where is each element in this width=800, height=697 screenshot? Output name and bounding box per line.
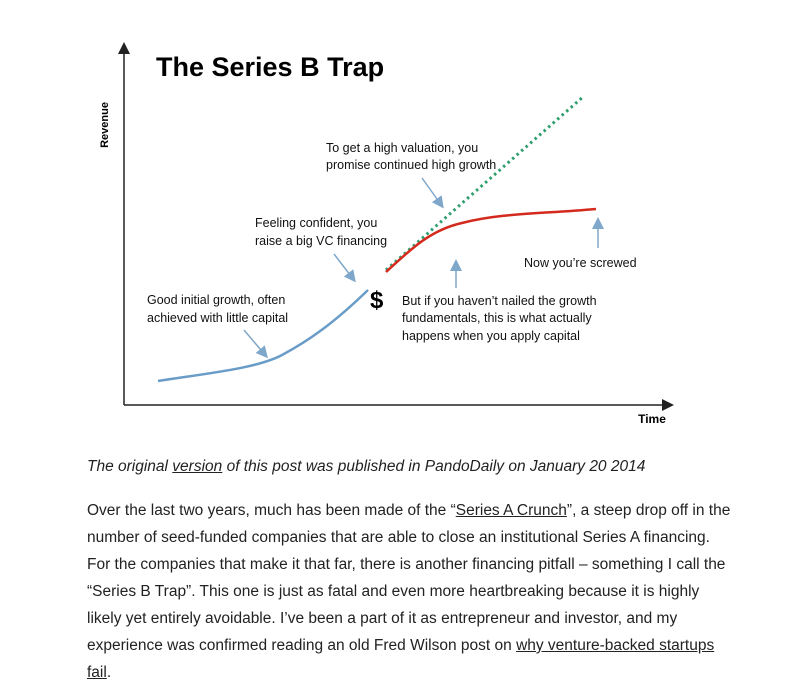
arrow-initial-growth xyxy=(243,329,268,359)
why-vc-startups-fail-link[interactable]: why venture-backed startups fail xyxy=(87,637,715,681)
annotation-confident-line: Feeling confident, you xyxy=(255,216,377,230)
annotation-high-valuation-line: To get a high valuation, you xyxy=(326,141,478,155)
initial-growth-curve xyxy=(157,289,369,383)
annotation-confident: Feeling confident, you raise a big VC fi… xyxy=(255,216,387,248)
chart-title: The Series B Trap xyxy=(156,52,384,82)
annotation-initial-growth: Good initial growth, often achieved with… xyxy=(147,293,289,325)
promised-growth-line xyxy=(385,94,585,272)
paragraph-text: Over the last two years, much has been m… xyxy=(87,502,456,519)
annotation-initial-growth-line: achieved with little capital xyxy=(147,311,288,325)
arrow-high-valuation xyxy=(421,177,444,209)
annotation-screwed-line: Now you’re screwed xyxy=(524,256,637,270)
annotation-screwed: Now you’re screwed xyxy=(524,256,637,270)
post-caption: The original version of this post was pu… xyxy=(87,456,777,478)
annotation-not-nailed: But if you haven’t nailed the growth fun… xyxy=(402,294,600,343)
series-a-crunch-link[interactable]: Series A Crunch xyxy=(455,502,567,519)
annotation-high-valuation-line: promise continued high growth xyxy=(326,158,496,172)
series-b-trap-figure: The Series B Trap Revenue Time $ Good in… xyxy=(99,42,674,426)
caption-suffix: of this post was published in PandoDaily… xyxy=(222,458,646,475)
paragraph-text: . xyxy=(106,664,112,681)
annotation-not-nailed-line: fundamentals, this is what actually xyxy=(402,311,592,325)
annotation-confident-line: raise a big VC financing xyxy=(255,234,387,248)
annotation-high-valuation: To get a high valuation, you promise con… xyxy=(326,141,496,172)
caption-prefix: The original xyxy=(87,458,173,475)
annotation-not-nailed-line: But if you haven’t nailed the growth xyxy=(402,294,597,308)
annotation-initial-growth-line: Good initial growth, often xyxy=(147,293,285,307)
arrow-confident xyxy=(333,253,356,283)
dollar-sign: $ xyxy=(370,287,384,314)
article-paragraph: Over the last two years, much has been m… xyxy=(87,497,737,686)
annotation-not-nailed-line: happens when you apply capital xyxy=(402,329,580,343)
version-link[interactable]: version xyxy=(172,458,223,475)
actual-growth-curve xyxy=(385,207,597,273)
x-axis-label: Time xyxy=(638,412,666,426)
y-axis-label: Revenue xyxy=(99,102,111,148)
chart-svg: The Series B Trap Revenue Time $ Good in… xyxy=(99,42,674,426)
paragraph-text: ”, a steep drop off in the number of see… xyxy=(87,502,731,654)
